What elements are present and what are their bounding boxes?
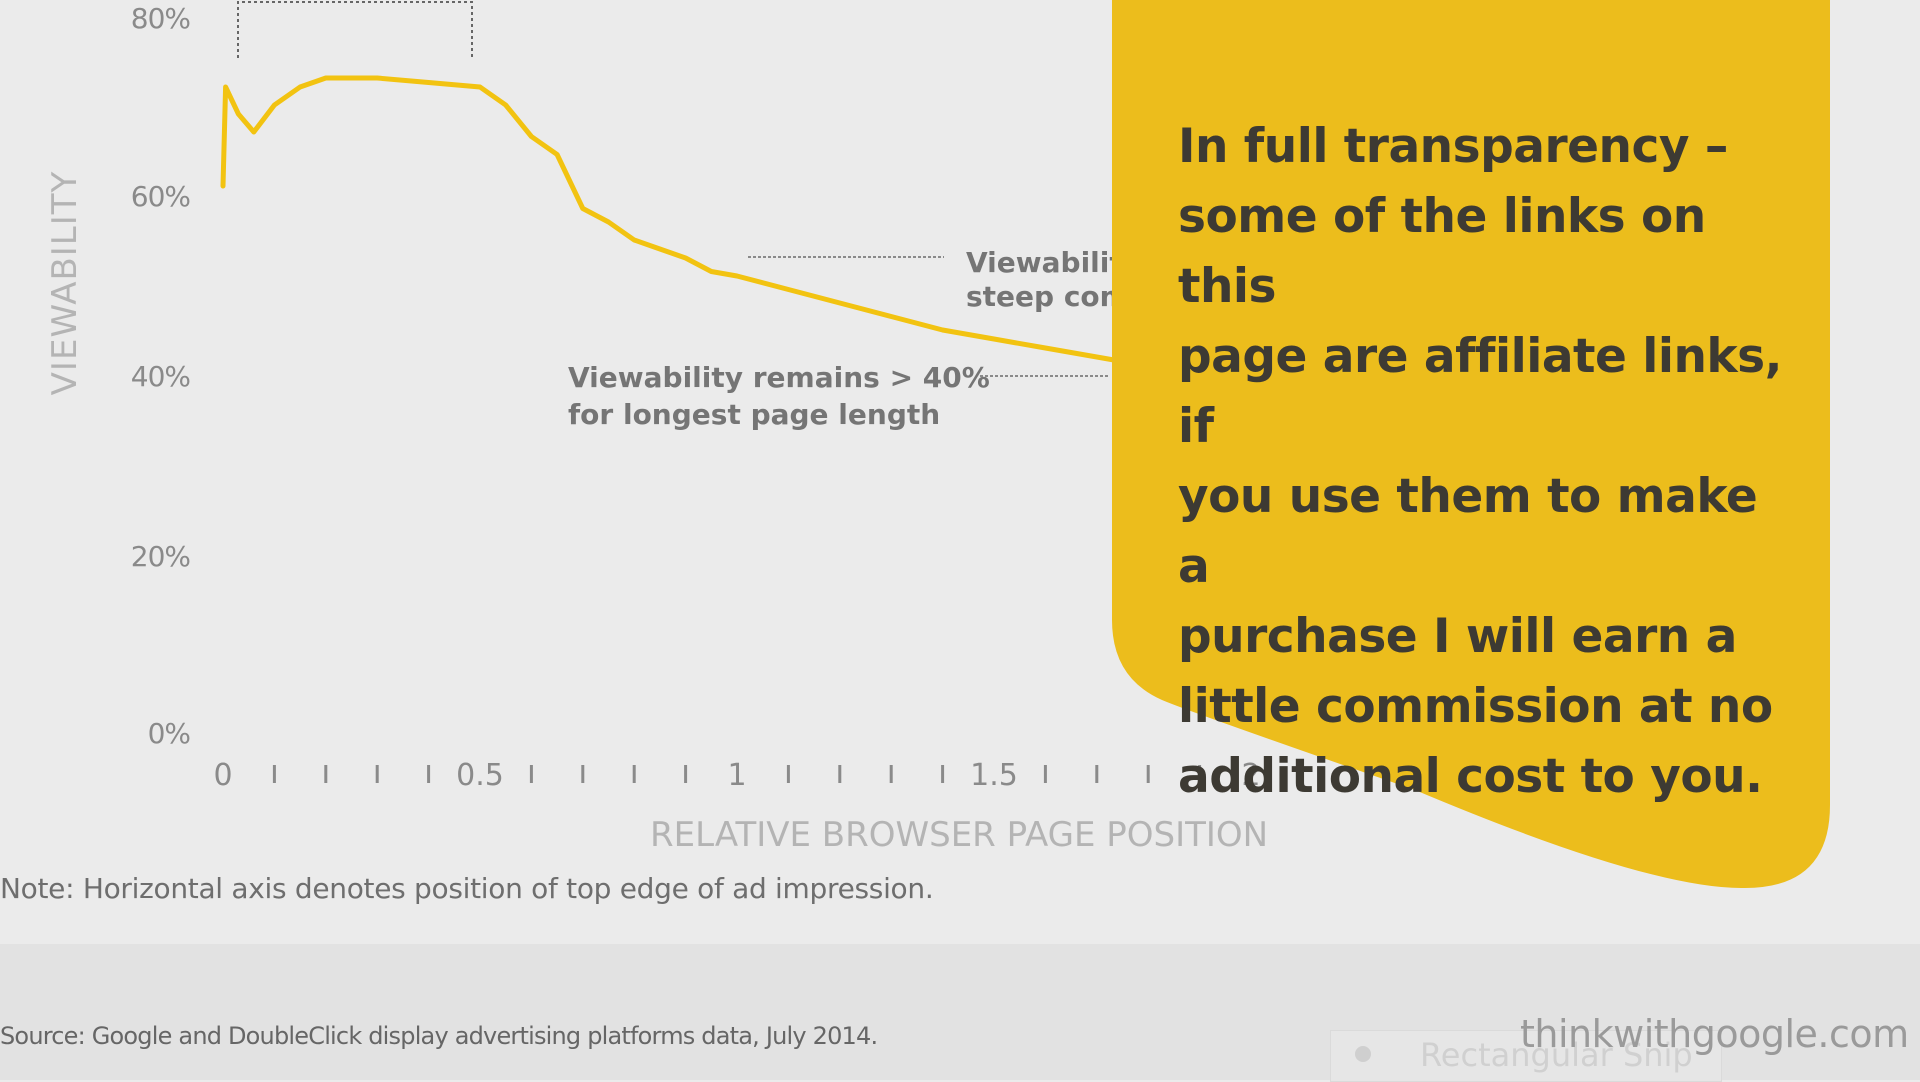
annotation-text: steep com <box>966 280 1129 313</box>
callout-line: page are affiliate links, if <box>1178 329 1783 454</box>
x-tick-label: 1 <box>727 758 746 793</box>
annotation-text: Viewability remains > 40% <box>568 361 990 394</box>
x-tick-label: 1.5 <box>970 758 1018 793</box>
x-tick-label: 0 <box>213 758 232 793</box>
brand-link[interactable]: thinkwithgoogle.com <box>1520 1012 1909 1056</box>
y-tick-label: 40% <box>130 360 191 393</box>
callout-line: In full transparency – <box>1178 119 1728 174</box>
callout-line: purchase I will earn a <box>1178 609 1737 664</box>
y-tick-label: 80% <box>130 2 191 35</box>
callout-line: additional cost to you. <box>1178 749 1763 804</box>
snip-icon <box>1355 1046 1371 1062</box>
chart-note: Note: Horizontal axis denotes position o… <box>0 872 934 905</box>
y-tick-label: 20% <box>130 540 191 573</box>
top-bracket <box>237 1 473 58</box>
annotation-text: for longest page length <box>568 398 940 431</box>
callout-text: In full transparency – some of the links… <box>1178 112 1798 812</box>
source-citation: Source: Google and DoubleClick display a… <box>0 1022 878 1050</box>
y-tick-label: 0% <box>147 717 191 750</box>
callout-line: some of the links on this <box>1178 189 1706 314</box>
y-tick-label: 60% <box>130 180 191 213</box>
annotation-text: Viewability <box>966 246 1141 279</box>
callout-line: little commission at no <box>1178 679 1773 734</box>
callout-line: you use them to make a <box>1178 469 1758 594</box>
x-axis-label: RELATIVE BROWSER PAGE POSITION <box>650 815 1269 855</box>
x-tick-label: 0.5 <box>456 758 504 793</box>
callout-bubble <box>1112 0 1830 889</box>
snip-overlay-label: Rectangular Snip <box>1420 1036 1693 1074</box>
x-tick-label: 2 <box>1241 758 1260 793</box>
snip-overlay <box>1330 1030 1722 1082</box>
series-line <box>220 75 1125 364</box>
